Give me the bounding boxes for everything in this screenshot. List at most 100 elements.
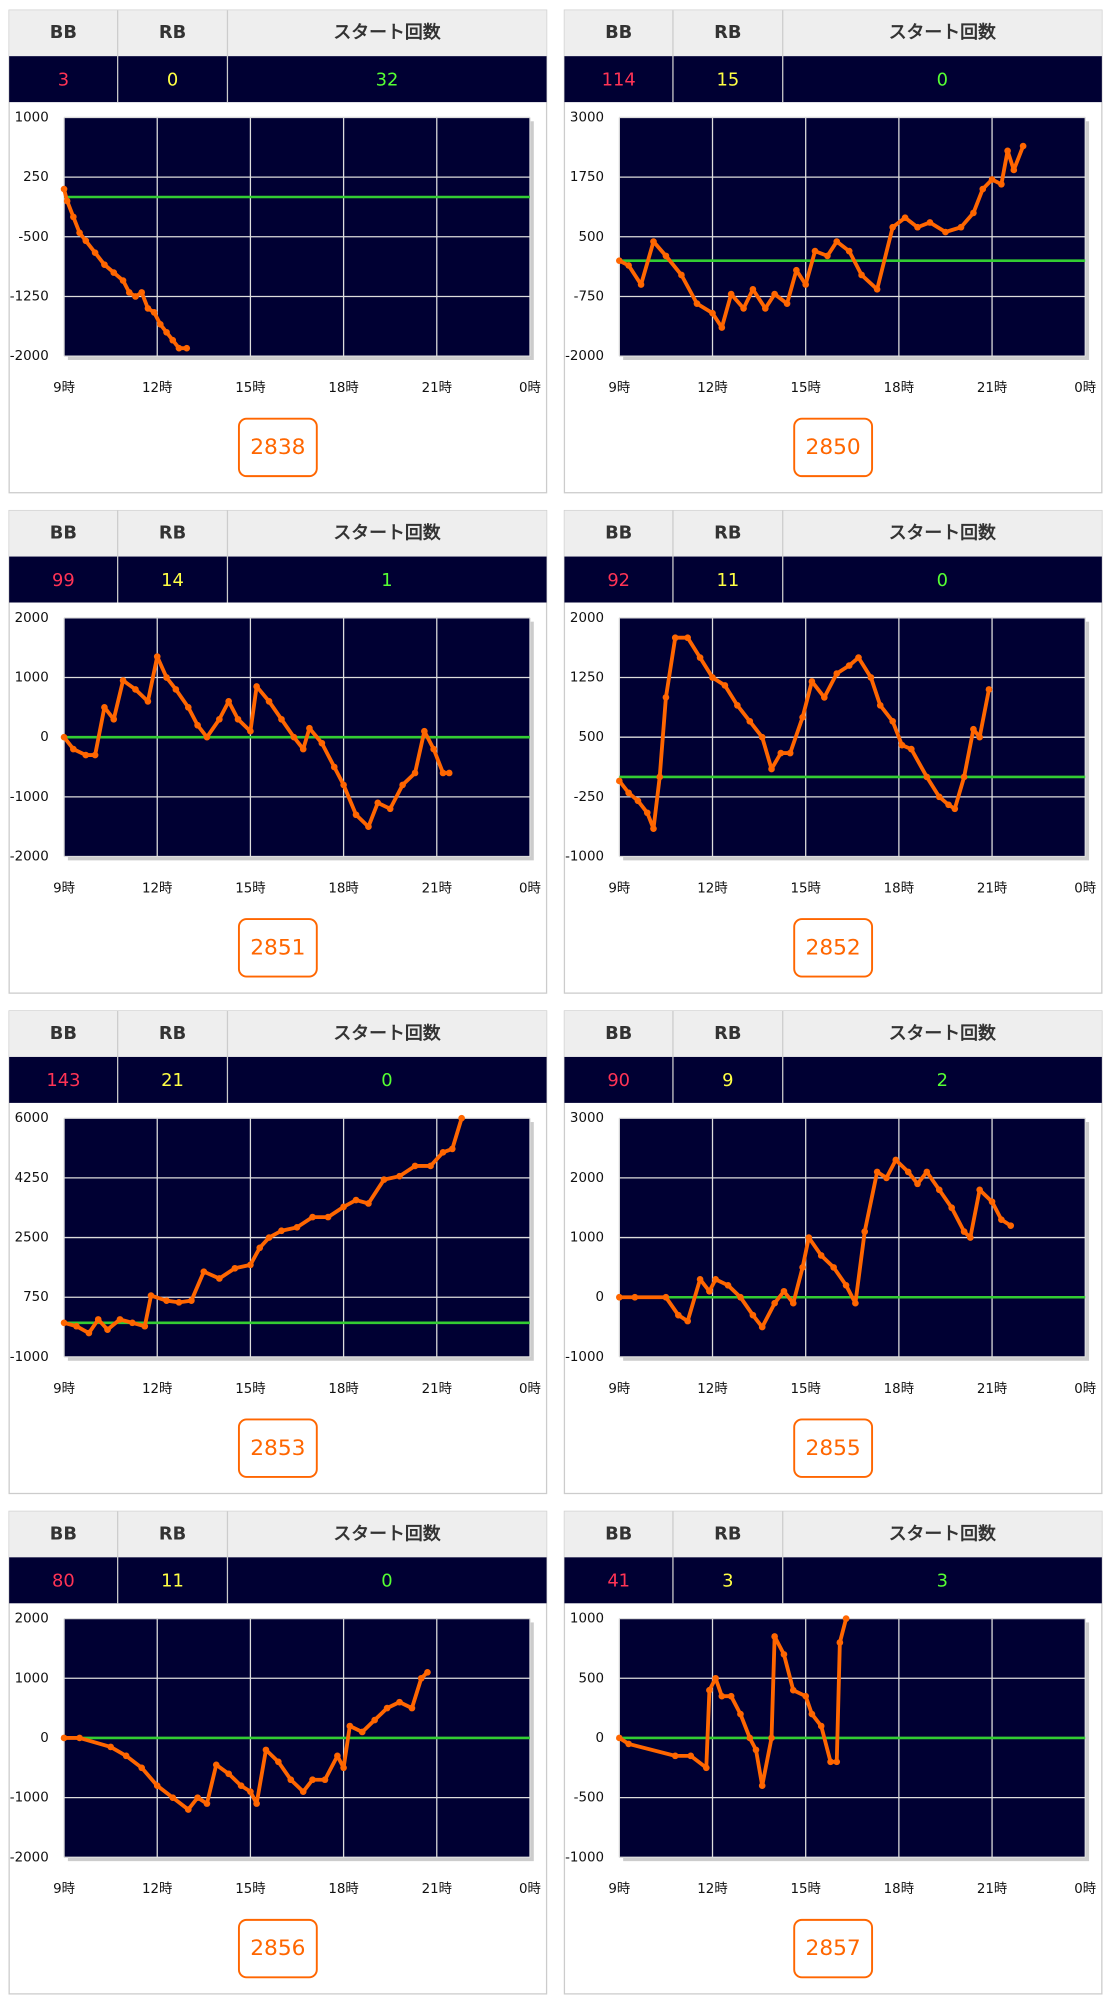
- button-frame[interactable]: [237, 417, 318, 478]
- button-frame[interactable]: [793, 417, 874, 478]
- data-point: [94, 1316, 102, 1323]
- data-point: [340, 1203, 347, 1211]
- data-point: [845, 247, 853, 255]
- machine-button[interactable]: 2852: [793, 918, 874, 978]
- x-tick-label: 15時: [235, 380, 265, 396]
- machine-button[interactable]: 2857: [793, 1918, 874, 1979]
- data-point: [287, 1776, 295, 1784]
- data-point: [727, 1692, 735, 1700]
- data-point: [253, 683, 260, 690]
- machine-button[interactable]: 2855: [793, 1418, 874, 1478]
- data-point: [141, 1322, 149, 1330]
- machine-number[interactable]: 2856: [250, 1936, 305, 1961]
- y-tick-label: -2000: [565, 349, 604, 364]
- y-tick-label: 2000: [15, 1612, 49, 1627]
- stat-value: 11: [716, 570, 739, 591]
- column-header: RB: [159, 22, 186, 43]
- y-tick-label: 1250: [570, 671, 604, 686]
- data-point: [789, 1299, 797, 1307]
- data-point: [712, 1276, 719, 1283]
- data-point: [91, 751, 99, 759]
- data-point: [737, 1710, 744, 1718]
- data-point: [883, 1174, 890, 1182]
- y-tick-label: -2000: [10, 850, 49, 865]
- data-point: [852, 1299, 859, 1307]
- button-frame[interactable]: [793, 1418, 874, 1478]
- button-frame[interactable]: [237, 1918, 318, 1979]
- data-point: [194, 721, 201, 729]
- machine-button[interactable]: 2853: [237, 1418, 318, 1478]
- data-point: [935, 793, 943, 801]
- machine-number[interactable]: 2857: [806, 1936, 861, 1961]
- data-point: [73, 1322, 80, 1330]
- data-point: [70, 213, 77, 221]
- data-point: [60, 185, 68, 193]
- data-point: [247, 1788, 254, 1795]
- data-point: [352, 1196, 360, 1204]
- machine-button[interactable]: 2850: [793, 417, 874, 478]
- data-point: [411, 769, 419, 777]
- x-tick-label: 15時: [790, 1381, 820, 1397]
- machine-number[interactable]: 2850: [806, 435, 861, 460]
- stat-value: 99: [52, 570, 75, 591]
- machine-panel: BB 99 RB 14 スタート回数 1 9時 12時 15時 18時 21時 0時 2000 1000 0…: [8, 509, 548, 994]
- header-row: [9, 1010, 547, 1057]
- data-point: [643, 809, 651, 817]
- data-point: [396, 1172, 403, 1180]
- machine-button[interactable]: 2851: [237, 918, 318, 978]
- data-point: [234, 715, 242, 723]
- column-header: スタート回数: [333, 1522, 440, 1544]
- button-frame[interactable]: [237, 1418, 318, 1478]
- machine-panel: BB 114 RB 15 スタート回数 0 9時 12時 15時 18時 21時 0時 3000 1750…: [563, 9, 1103, 494]
- data-point: [340, 1764, 347, 1772]
- data-point: [861, 1228, 869, 1235]
- data-point: [265, 698, 273, 705]
- button-frame[interactable]: [793, 1918, 874, 1979]
- data-point: [439, 1148, 447, 1156]
- data-point: [439, 769, 447, 777]
- machine-number[interactable]: 2851: [250, 935, 305, 960]
- column-header: スタート回数: [333, 21, 440, 43]
- column-header: スタート回数: [889, 1022, 996, 1044]
- x-tick-label: 15時: [235, 880, 265, 896]
- x-tick-label: 12時: [142, 880, 172, 896]
- data-point: [935, 1186, 943, 1194]
- machine-number[interactable]: 2855: [806, 1436, 861, 1461]
- data-point: [734, 702, 741, 709]
- data-point: [290, 733, 298, 741]
- data-point: [687, 1752, 695, 1760]
- machine-button[interactable]: 2856: [237, 1918, 318, 1979]
- button-frame[interactable]: [793, 918, 874, 978]
- data-point: [970, 209, 977, 217]
- data-point: [901, 214, 909, 222]
- x-tick-label: 12時: [142, 1881, 172, 1897]
- machine-number[interactable]: 2838: [250, 435, 305, 460]
- data-point: [976, 1186, 983, 1194]
- stat-value: 15: [716, 69, 739, 90]
- button-frame[interactable]: [237, 918, 318, 978]
- machine-button[interactable]: 2838: [237, 417, 318, 478]
- data-point: [706, 1287, 713, 1295]
- data-point: [780, 1287, 788, 1295]
- x-tick-label: 18時: [884, 1881, 914, 1897]
- data-point: [203, 1800, 211, 1807]
- data-point: [309, 1776, 316, 1784]
- data-point: [352, 811, 360, 819]
- header-row: [564, 1511, 1102, 1558]
- data-point: [616, 777, 623, 785]
- data-point: [967, 1234, 974, 1241]
- machine-number[interactable]: 2853: [250, 1436, 305, 1461]
- x-tick-label: 0時: [519, 1881, 541, 1897]
- data-point: [752, 1746, 760, 1754]
- machine-number[interactable]: 2852: [806, 935, 861, 960]
- column-header: BB: [605, 22, 632, 43]
- column-header: RB: [714, 523, 741, 544]
- data-point: [761, 305, 769, 312]
- data-point: [445, 769, 453, 777]
- data-point: [104, 1326, 111, 1333]
- data-point: [914, 1180, 921, 1188]
- x-tick-label: 9時: [53, 380, 75, 396]
- data-point: [1010, 166, 1018, 174]
- header-row: [9, 510, 547, 557]
